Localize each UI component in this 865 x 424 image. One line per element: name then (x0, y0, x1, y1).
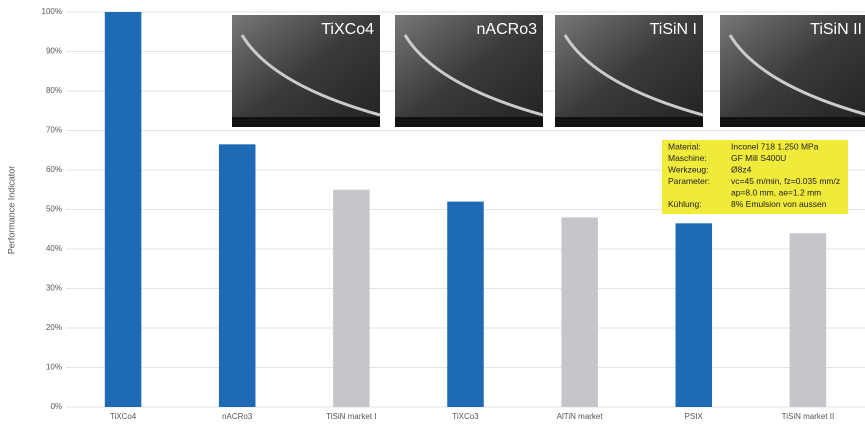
y-tick-label: 10% (46, 363, 62, 372)
x-tick-label: TiSiN market I (326, 412, 376, 421)
y-tick-label: 80% (46, 86, 62, 95)
x-tick-label: nACRo3 (222, 412, 253, 421)
image-label: TiXCo4 (321, 21, 374, 38)
y-tick-label: 90% (46, 47, 62, 56)
info-key: Kühlung: (668, 199, 702, 209)
y-tick-label: 50% (46, 205, 62, 214)
y-tick-label: 20% (46, 323, 62, 332)
info-value: Ø8z4 (731, 164, 752, 174)
info-value: ap=8.0 mm, ae=1.2 mm (731, 187, 821, 197)
info-key: Parameter: (668, 176, 710, 186)
chart: Performance Indicator 0% 10% 20% 30% 40% 50% 6… (0, 0, 865, 424)
info-key: Maschine: (668, 153, 707, 163)
info-key: Material: (668, 141, 701, 151)
x-tick-label: PSIX (685, 412, 704, 421)
x-tick-label: AlTiN market (557, 412, 604, 421)
info-value: GF Mill S400U (731, 153, 786, 163)
y-tick-label: 0% (50, 402, 62, 411)
y-tick-label: 40% (46, 244, 62, 253)
sem-footer (555, 117, 703, 127)
x-tick-label: TiXCo3 (452, 412, 479, 421)
info-value: Inconel 718 1.250 MPa (731, 141, 819, 151)
info-value: vc=45 m/min, fz=0.035 mm/z (731, 176, 840, 186)
sem-footer (395, 117, 543, 127)
x-tick-label: TiSiN market II (782, 412, 835, 421)
bar (790, 233, 827, 407)
y-tick-label: 100% (42, 7, 62, 16)
image-label: TiSiN I (650, 21, 697, 38)
image-label: TiSiN II (810, 21, 862, 38)
bar (219, 144, 256, 407)
bar (447, 202, 484, 407)
image-label: nACRo3 (477, 21, 538, 38)
sem-footer (720, 117, 865, 127)
y-tick-label: 60% (46, 165, 62, 174)
bar (676, 223, 713, 407)
y-tick-label: 30% (46, 284, 62, 293)
x-tick-label: TiXCo4 (110, 412, 137, 421)
info-key: Werkzeug: (668, 164, 708, 174)
info-value: 8% Emulsion von aussen (731, 199, 827, 209)
bar (561, 217, 598, 407)
sem-footer (232, 117, 380, 127)
bar (333, 190, 370, 407)
y-tick-label: 70% (46, 126, 62, 135)
bar (105, 12, 142, 407)
y-axis-label: Performance Indicator (6, 166, 16, 255)
